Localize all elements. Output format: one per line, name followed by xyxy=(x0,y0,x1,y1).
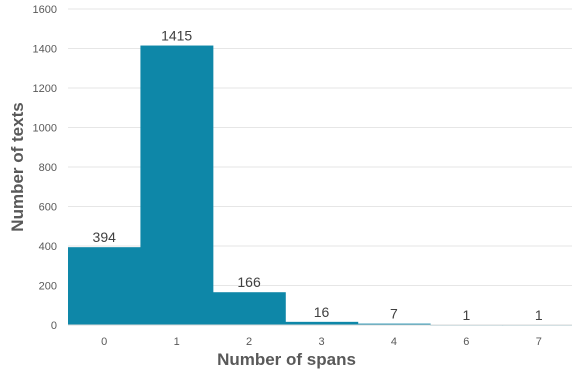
bars xyxy=(68,45,572,326)
bar xyxy=(285,321,359,325)
y-tick-label: 400 xyxy=(39,241,57,253)
y-tick-label: 1200 xyxy=(33,83,57,95)
data-label: 7 xyxy=(390,306,398,322)
y-tick-label: 800 xyxy=(39,162,57,174)
x-tick-label: 2 xyxy=(246,336,252,348)
bar xyxy=(357,323,431,325)
bar xyxy=(140,45,214,325)
x-tick-label: 3 xyxy=(318,336,324,348)
x-axis-title: Number of spans xyxy=(217,350,356,369)
data-label: 1 xyxy=(462,307,470,323)
y-tick-label: 1400 xyxy=(33,44,57,56)
x-tick-label: 0 xyxy=(101,336,107,348)
bar xyxy=(68,247,141,325)
y-tick-label: 1000 xyxy=(33,123,57,135)
bar xyxy=(212,292,286,325)
data-label: 1 xyxy=(535,307,543,323)
data-label: 16 xyxy=(314,304,330,320)
y-tick-label: 0 xyxy=(51,320,57,332)
x-tick-label: 1 xyxy=(174,336,180,348)
data-label: 166 xyxy=(237,274,261,290)
x-tick-label: 6 xyxy=(463,336,469,348)
x-tick-label: 7 xyxy=(536,336,542,348)
data-label: 1415 xyxy=(161,28,192,44)
y-tick-label: 200 xyxy=(39,281,57,293)
data-labels: 394 1415 166 16 7 1 1 xyxy=(93,28,543,323)
data-label: 394 xyxy=(93,229,117,245)
y-axis-ticks: 0 200 400 600 800 1000 1200 1400 1600 xyxy=(33,4,57,332)
y-axis-title: Number of texts xyxy=(8,102,27,231)
x-tick-label: 4 xyxy=(391,336,397,348)
y-tick-label: 1600 xyxy=(33,4,57,16)
x-axis-ticks: 0 1 2 3 4 6 7 xyxy=(101,336,542,348)
y-tick-label: 600 xyxy=(39,202,57,214)
